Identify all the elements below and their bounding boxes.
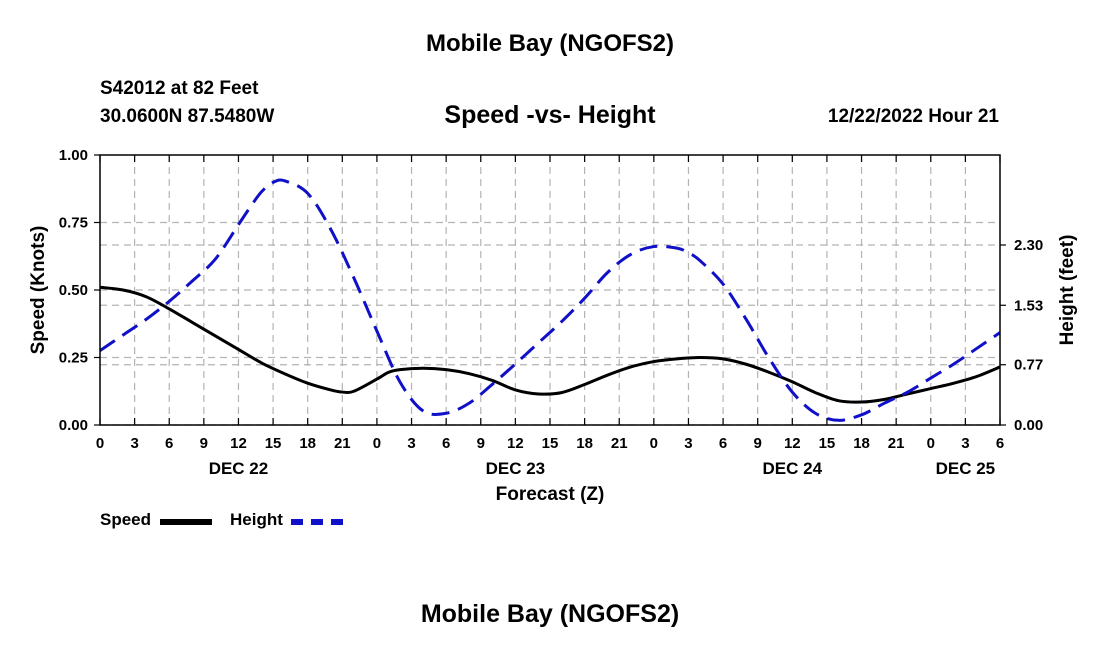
x-tick-label: 12 [784,435,801,452]
chart-main-title: Mobile Bay (NGOFS2) [425,30,675,57]
chart-subtitle: Speed -vs- Height [444,101,656,129]
x-tick-label: 9 [477,435,485,452]
x-tick-label: 18 [576,435,593,452]
legend-height-label: Height [230,510,283,529]
day-label: DEC 23 [486,459,546,478]
y2-tick-label: 0.00 [1014,417,1043,434]
legend-speed-label: Speed [100,510,152,529]
y-tick-label: 1.00 [59,147,88,164]
x-tick-label: 3 [684,435,692,452]
chart-axes [94,154,1006,426]
speed-series-line [99,285,1001,404]
y-axis-label: Speed (Knots) [28,226,49,355]
chart-labels: 0 3 6 9 12 15 18 21 0 3 6 9 12 15 18 21 0 3 6 9 12 15 18 21 0 3 60… [28,147,1078,505]
forecast-datetime: 12/22/2022 Hour 21 [827,106,999,127]
legend-height-swatch [291,519,343,525]
x-tick-label: 0 [927,435,935,452]
x-tick-label: 18 [853,435,870,452]
height-series-line [99,178,1001,422]
x-axis-label: Forecast (Z) [496,484,605,505]
x-tick-label: 6 [719,435,727,452]
x-tick-label: 18 [299,435,316,452]
x-tick-label: 9 [754,435,762,452]
x-tick-label: 9 [200,435,208,452]
chart-main-title-repeat: Mobile Bay (NGOFS2) [420,600,680,628]
y-tick-label: 0.50 [59,282,88,299]
x-tick-label: 0 [373,435,381,452]
day-label: DEC 24 [763,459,823,478]
x-tick-label: 21 [334,435,351,452]
x-tick-label: 3 [961,435,969,452]
x-tick-label: 6 [996,435,1004,452]
x-tick-label: 6 [165,435,173,452]
y-tick-label: 0.75 [59,215,88,232]
x-tick-label: 12 [507,435,524,452]
y2-tick-label: 2.30 [1014,237,1043,254]
chart-series [99,178,1001,422]
station-label: S42012 at 82 Feet [100,78,259,99]
x-tick-label: 21 [611,435,628,452]
x-tick-label: 6 [442,435,450,452]
x-tick-label: 15 [265,435,282,452]
y2-axis-label: Height (feet) [1057,235,1078,346]
y-tick-label: 0.00 [59,417,88,434]
x-tick-label: 3 [407,435,415,452]
chart-grid [100,155,1000,426]
x-tick-label: 15 [542,435,559,452]
x-tick-label: 0 [96,435,104,452]
x-tick-label: 3 [130,435,138,452]
x-tick-label: 12 [230,435,247,452]
y-tick-label: 0.25 [59,350,88,367]
day-label: DEC 22 [209,459,269,478]
x-tick-label: 15 [819,435,836,452]
legend-speed-swatch [160,519,212,525]
day-label: DEC 25 [936,459,996,478]
x-tick-label: 21 [888,435,905,452]
y2-tick-label: 1.53 [1014,297,1043,314]
y2-tick-label: 0.77 [1014,357,1043,374]
station-coordinates: 30.0600N 87.5480W [100,106,275,127]
x-tick-label: 0 [650,435,658,452]
